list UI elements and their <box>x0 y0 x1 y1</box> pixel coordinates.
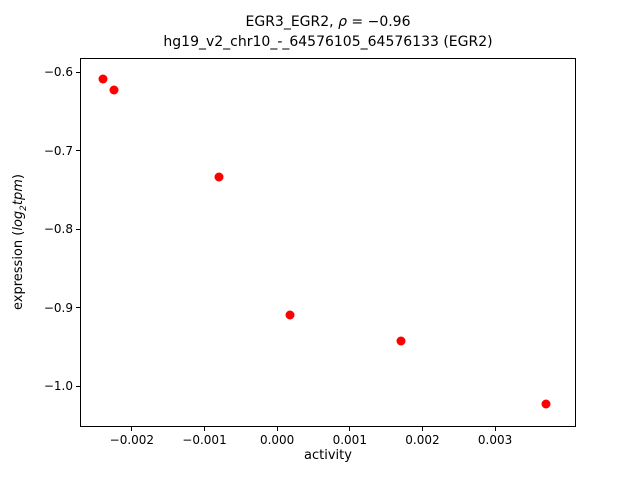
y-axis-label-subscript: 2 <box>18 205 29 211</box>
title-rho-symbol: ρ <box>338 14 347 30</box>
y-axis-label: expression (log2tpm) <box>11 174 29 310</box>
x-tick-mark <box>276 427 278 431</box>
y-tick-label: −0.8 <box>43 222 73 237</box>
y-tick-mark <box>76 385 80 387</box>
y-axis-label-log: log <box>11 210 27 231</box>
data-point <box>541 399 551 409</box>
x-tick-label: 0.001 <box>332 433 367 447</box>
x-tick-mark <box>421 427 423 431</box>
x-tick-mark <box>204 427 205 431</box>
data-point <box>396 336 406 346</box>
x-axis-label: activity <box>304 448 352 463</box>
y-tick-label: −0.9 <box>43 300 73 315</box>
y-axis-label-suffix: ) <box>11 174 27 180</box>
y-tick-mark <box>76 307 80 309</box>
data-point <box>98 74 108 84</box>
x-tick-mark <box>349 427 351 431</box>
x-tick-label: 0.002 <box>405 433 440 447</box>
y-tick-mark <box>76 228 80 230</box>
x-tick-mark <box>494 427 496 431</box>
data-point <box>214 172 224 182</box>
title-text: EGR3_EGR2, <box>245 14 339 30</box>
data-point <box>109 85 119 95</box>
y-axis-label-tpm: tpm <box>11 179 27 206</box>
x-tick-label: 0.003 <box>477 433 513 447</box>
y-tick-mark <box>76 71 80 73</box>
x-tick-label: −0.001 <box>182 433 227 447</box>
y-tick-label: −1.0 <box>43 379 73 393</box>
y-tick-label: −0.7 <box>43 143 73 158</box>
x-tick-label: 0.000 <box>259 433 295 447</box>
x-tick-mark <box>131 427 133 431</box>
y-tick-label: −0.6 <box>43 65 73 80</box>
chart-title: EGR3_EGR2, ρ = −0.96 hg19_v2_chr10_-_645… <box>80 12 576 52</box>
chart-title-line2: hg19_v2_chr10_-_64576105_64576133 (EGR2) <box>163 34 493 50</box>
title-correlation-value: = −0.96 <box>346 14 411 30</box>
y-tick-mark <box>76 150 80 152</box>
plot-area: −0.002 −0.001 0.000 0.001 0.002 0.003 −0.6 −0.7… <box>44 58 576 447</box>
data-point <box>285 310 295 320</box>
x-tick-label: −0.002 <box>109 433 155 447</box>
y-axis-label-prefix: expression ( <box>11 230 27 310</box>
chart-title-line1: EGR3_EGR2, ρ = −0.96 <box>80 12 576 32</box>
